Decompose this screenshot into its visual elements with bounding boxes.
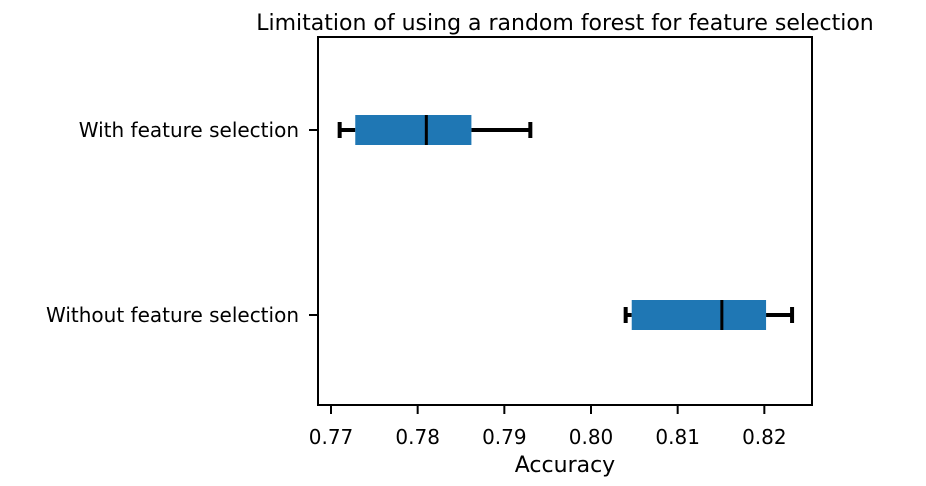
box-group-1 [337, 115, 533, 145]
box [355, 115, 472, 145]
x-tick-label: 0.80 [569, 425, 614, 449]
plot-area [337, 115, 795, 330]
x-axis: 0.77 0.78 0.79 0.80 0.81 0.82 [309, 405, 787, 449]
x-tick-label: 0.79 [482, 425, 527, 449]
x-tick-label: 0.77 [309, 425, 354, 449]
y-tick-label: With feature selection [79, 118, 299, 142]
box-group-0 [623, 300, 795, 330]
chart-title: Limitation of using a random forest for … [256, 11, 874, 36]
x-tick-label: 0.81 [655, 425, 700, 449]
x-tick-label: 0.78 [395, 425, 440, 449]
x-tick-label: 0.82 [742, 425, 787, 449]
y-axis: Without feature selection With feature se… [46, 118, 318, 327]
plot-frame [317, 36, 813, 406]
y-tick-label: Without feature selection [46, 303, 299, 327]
x-axis-label: Accuracy [515, 453, 615, 478]
box [631, 300, 767, 330]
